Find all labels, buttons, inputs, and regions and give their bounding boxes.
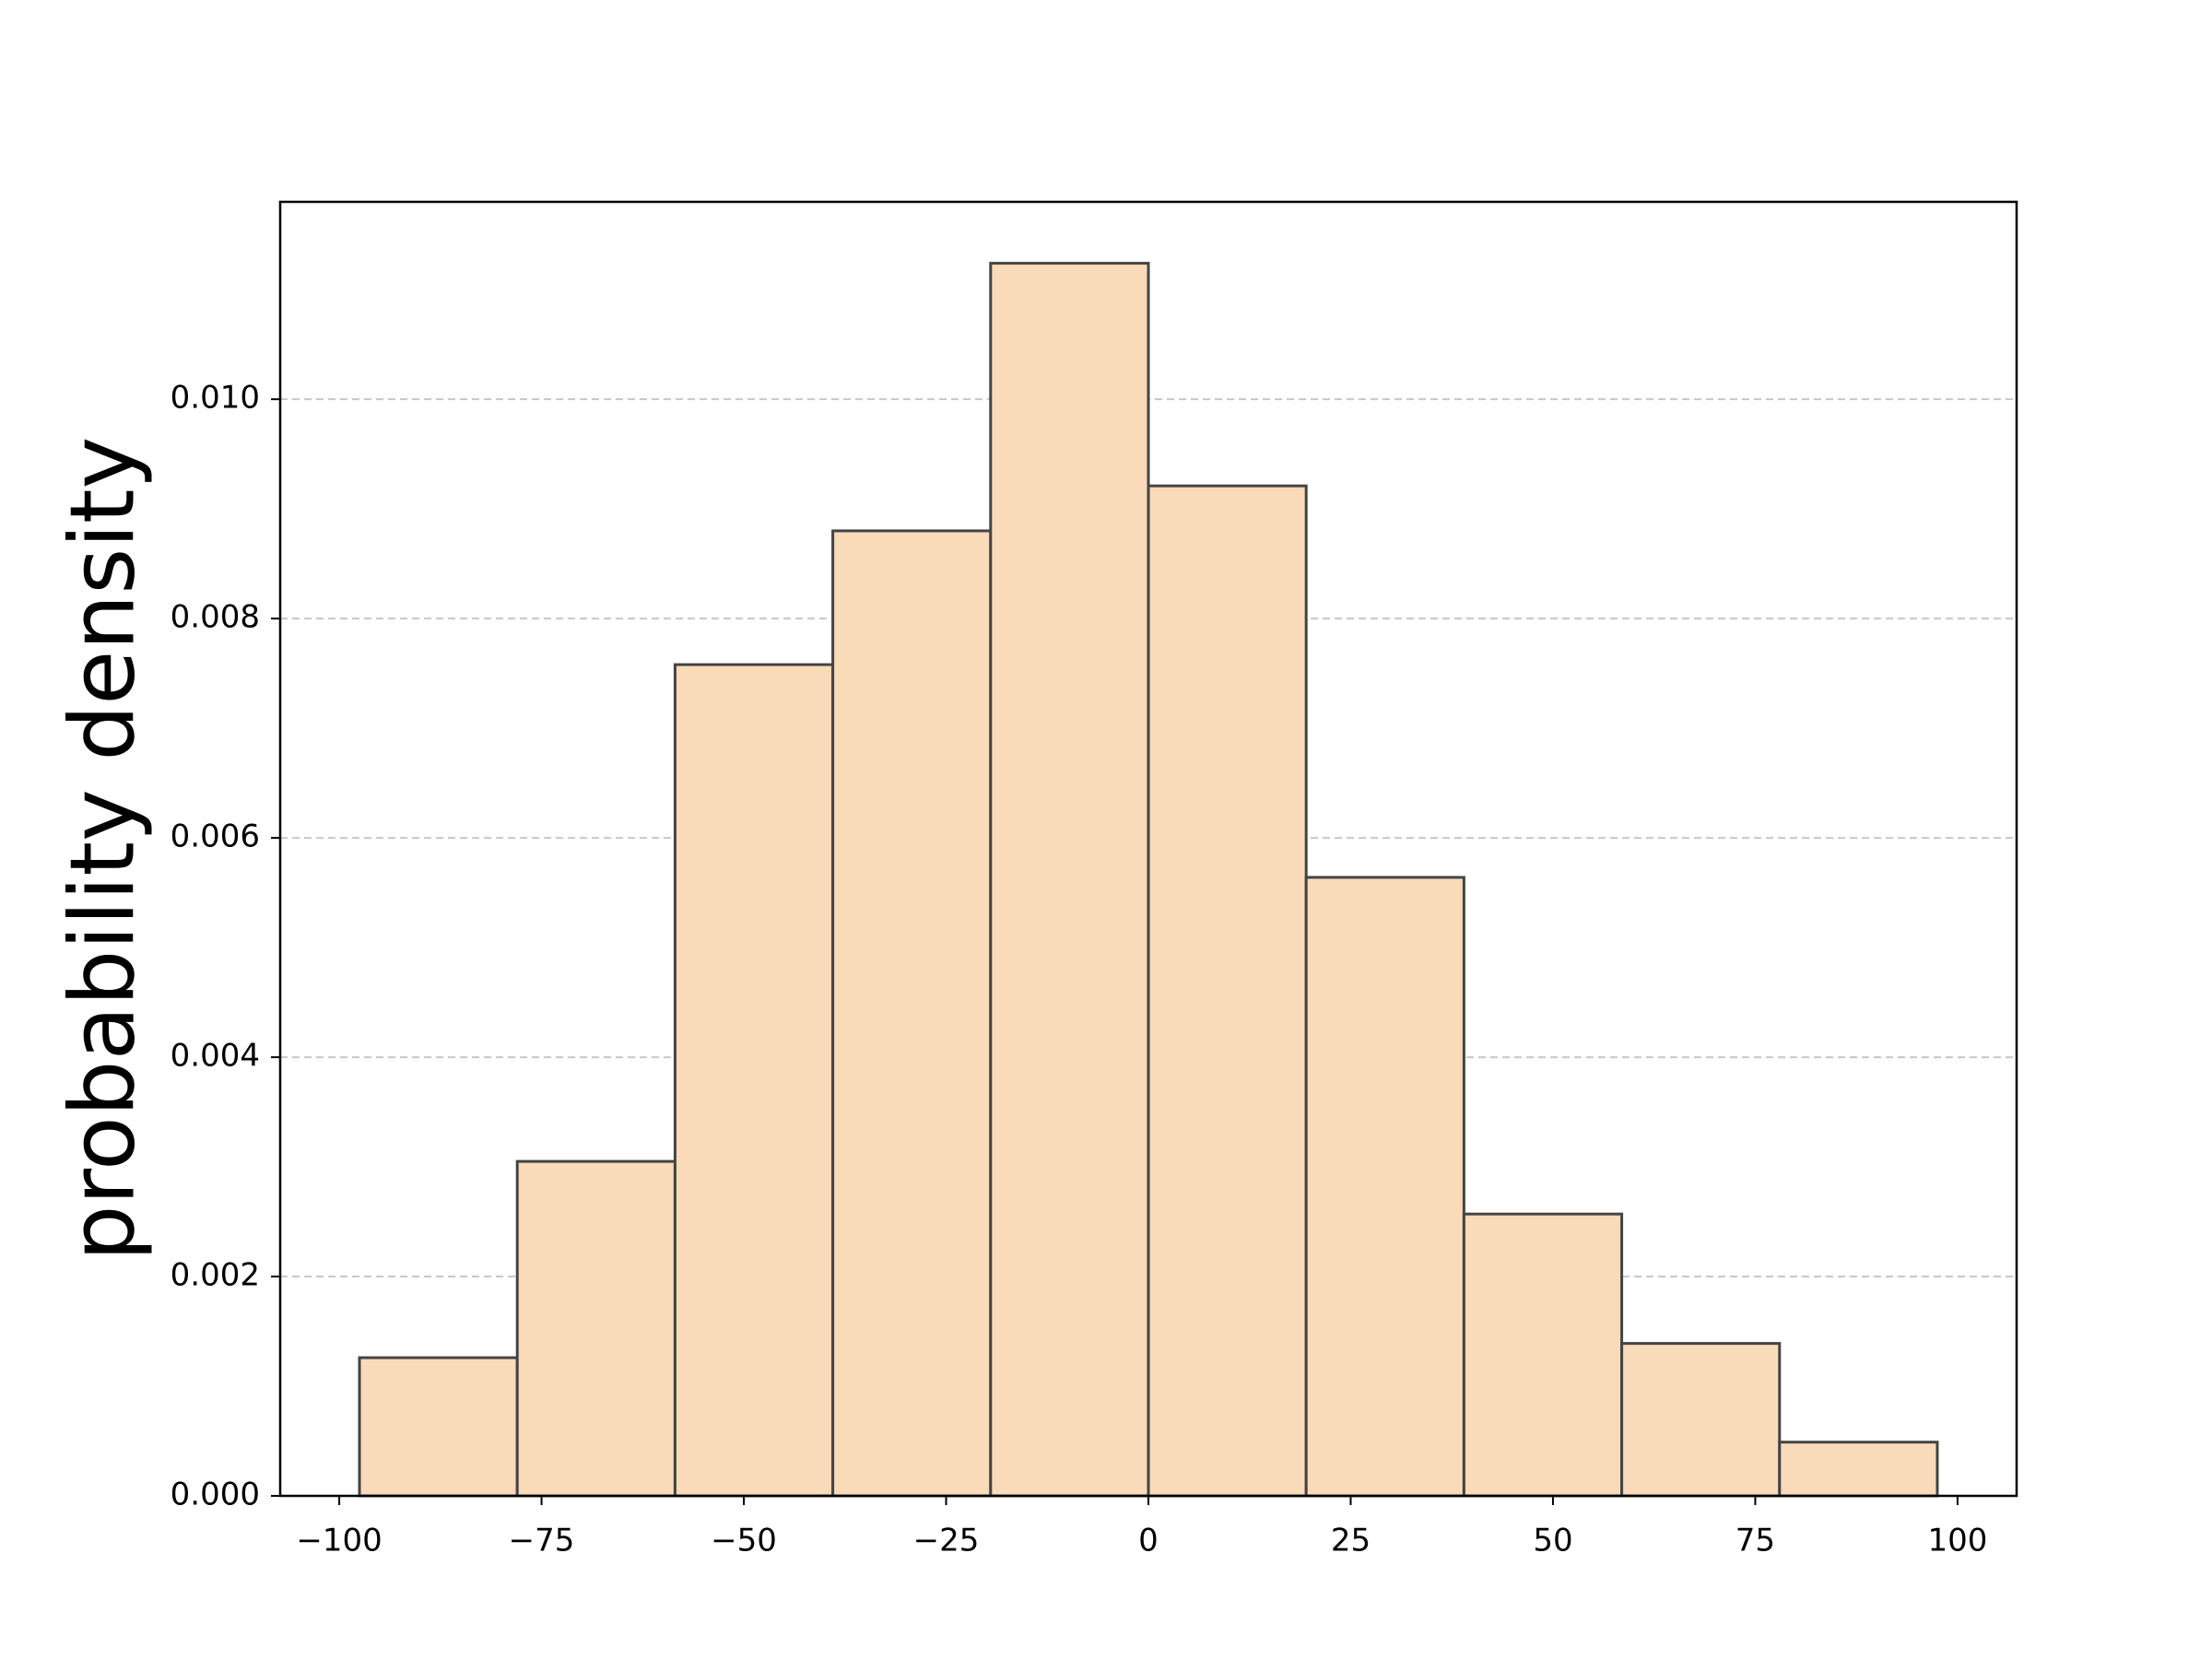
bar: [673, 663, 835, 1498]
bar: [515, 1159, 677, 1498]
x-tick-label: 0: [1138, 1523, 1159, 1559]
bar: [989, 262, 1150, 1498]
x-tick-label: 25: [1331, 1523, 1371, 1559]
x-tick-label: −50: [711, 1523, 777, 1559]
x-tick-label: 75: [1735, 1523, 1775, 1559]
bar: [1778, 1441, 1939, 1498]
bar: [358, 1356, 519, 1498]
y-tick-label: 0.010: [171, 380, 260, 417]
bar: [1147, 484, 1308, 1498]
x-tick-label: −75: [509, 1523, 575, 1559]
bar: [831, 529, 993, 1498]
y-axis-label: probability density: [51, 437, 154, 1262]
bar: [1620, 1342, 1782, 1498]
plot-frame: [278, 200, 2018, 1498]
x-tick-label: 100: [1927, 1523, 1987, 1559]
bar: [1304, 876, 1465, 1498]
y-tick-label: 0.008: [171, 599, 260, 636]
y-tick-label: 0.006: [171, 818, 260, 855]
y-tick-label: 0.002: [171, 1257, 260, 1294]
x-tick-label: −100: [296, 1523, 382, 1559]
bar: [1462, 1212, 1624, 1498]
y-tick-label: 0.000: [171, 1477, 260, 1513]
x-tick-label: 50: [1533, 1523, 1572, 1559]
x-tick-label: −25: [913, 1523, 980, 1559]
y-tick-label: 0.004: [171, 1038, 260, 1075]
